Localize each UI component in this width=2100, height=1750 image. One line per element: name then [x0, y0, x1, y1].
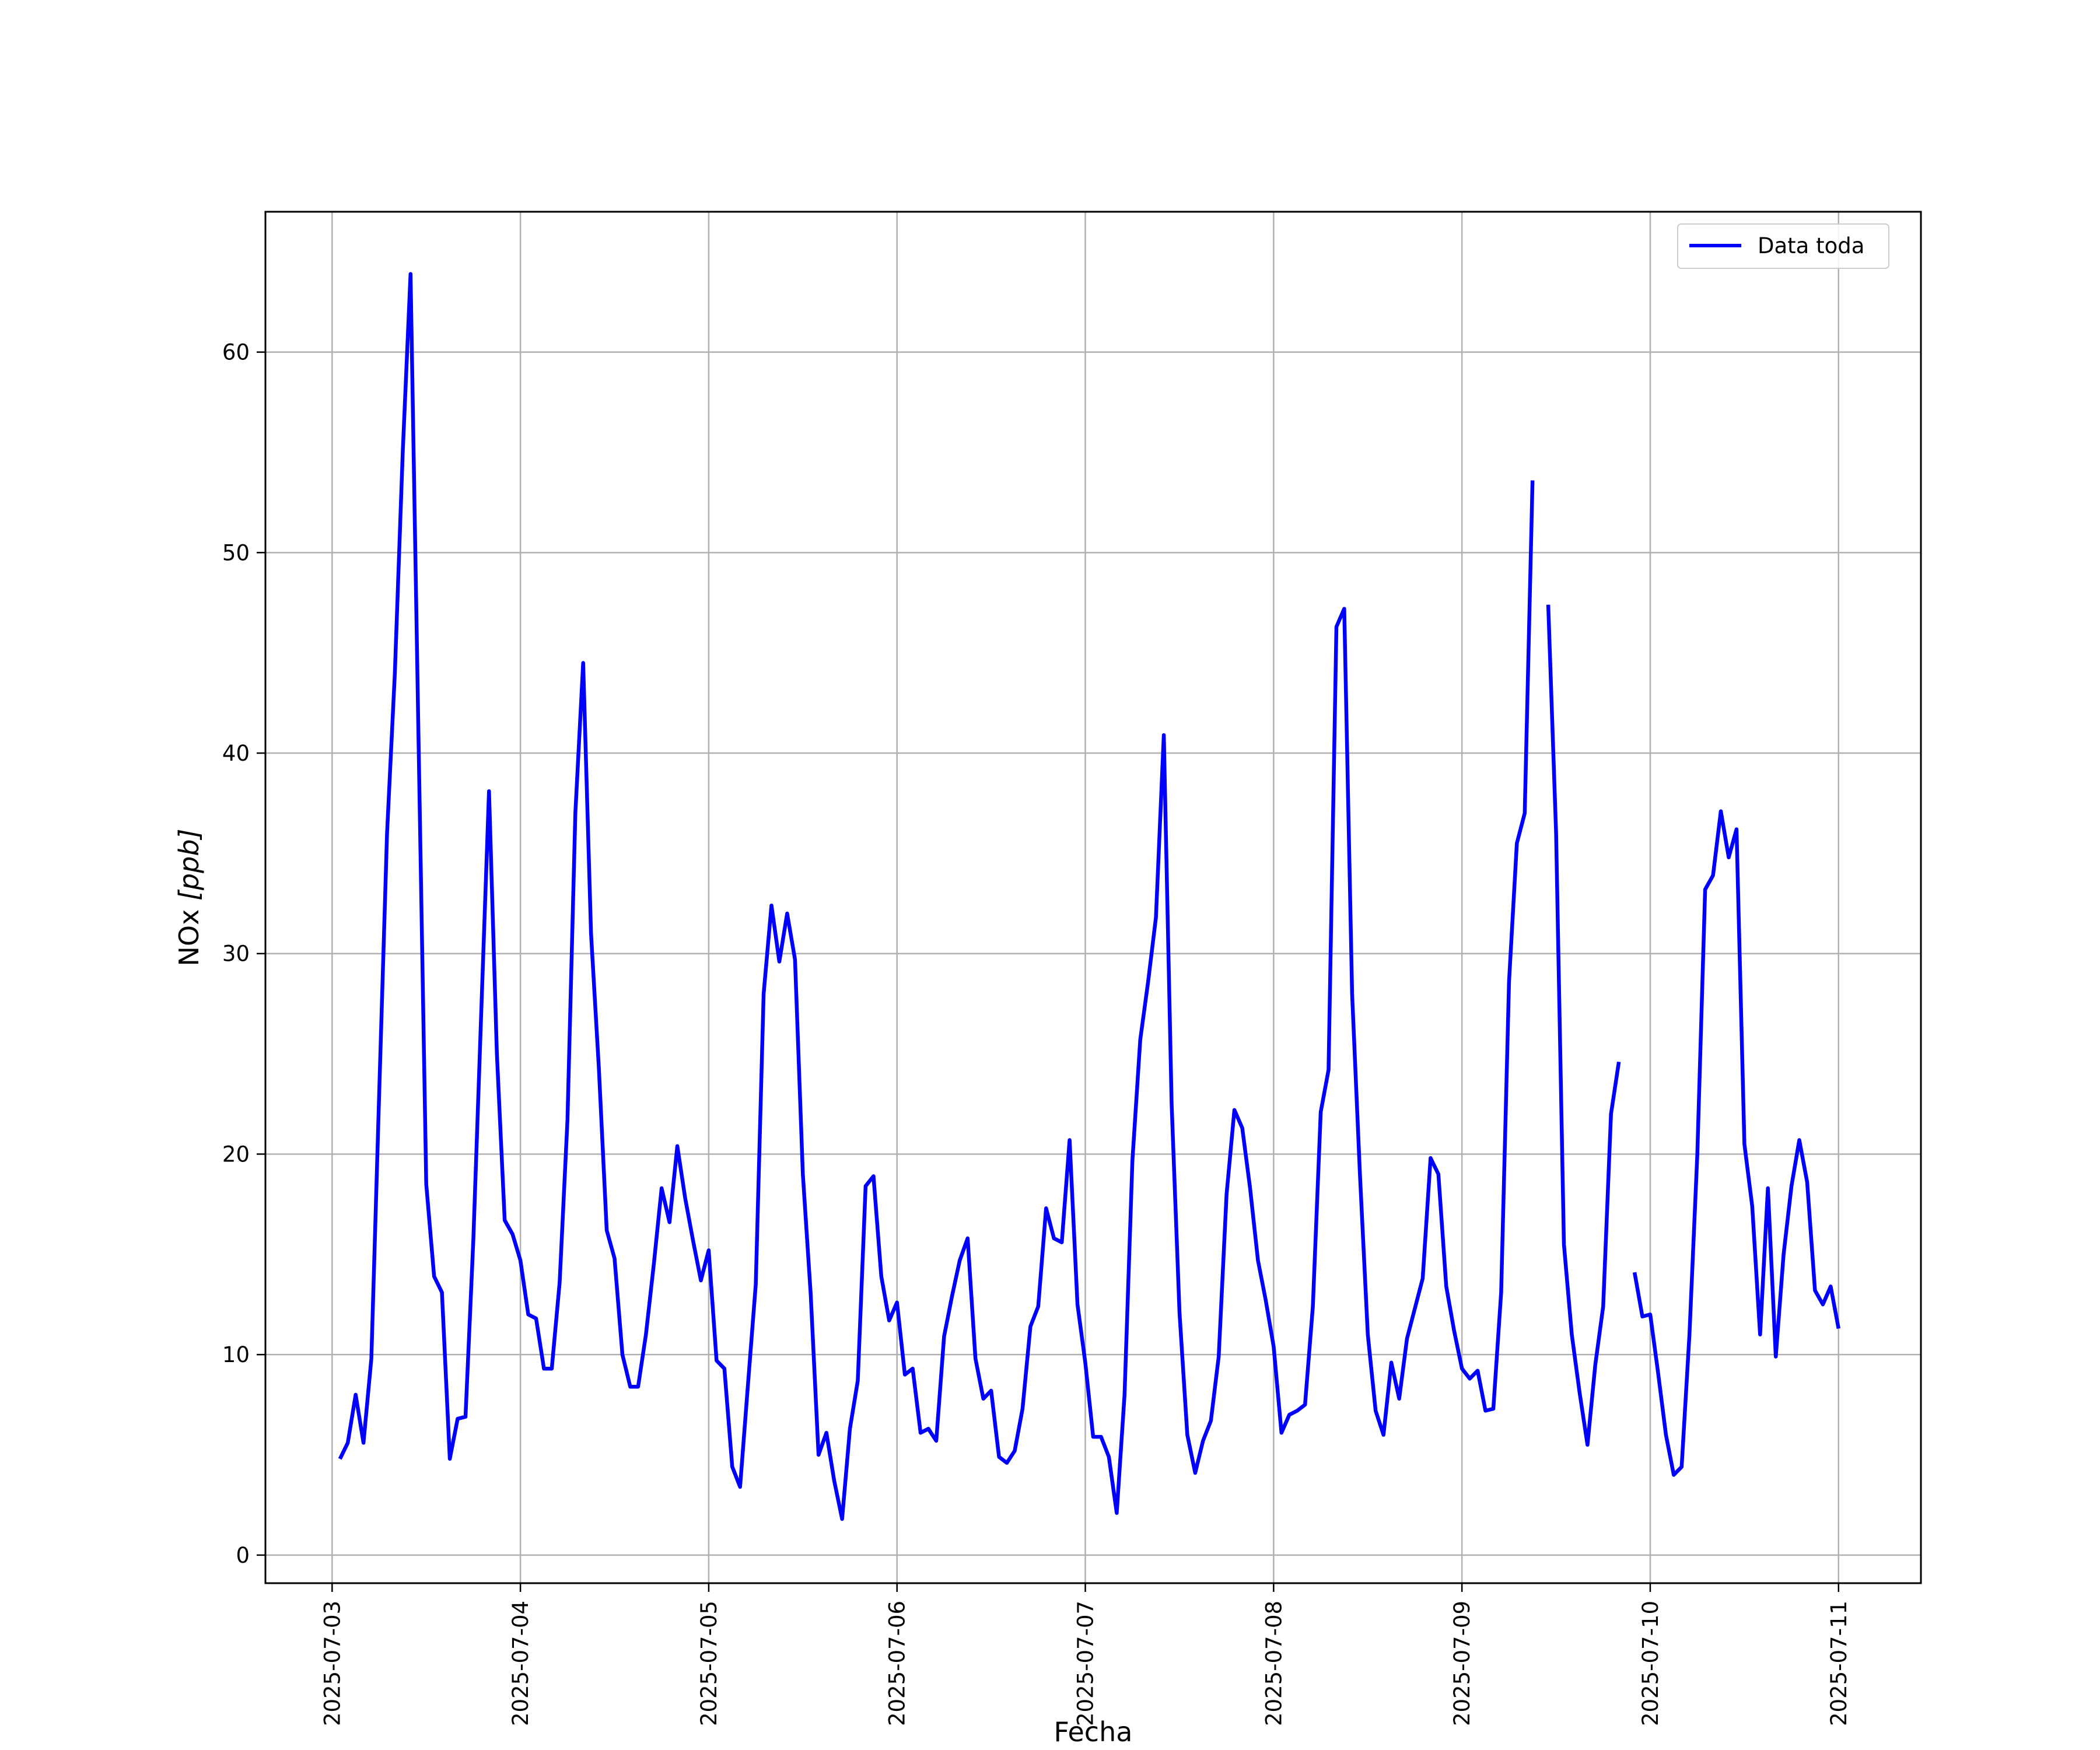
x-axis: 2025-07-03 2025-07-04 2025-07-05 2025-07-06…: [320, 1583, 1852, 1726]
legend: Data toda: [1677, 223, 1889, 269]
series-line-segment: [338, 272, 1535, 1521]
y-tick-label: 20: [222, 1142, 250, 1167]
y-axis-label: NOx [ppb]: [173, 829, 205, 967]
x-tick-label: 2025-07-07: [1073, 1601, 1098, 1726]
x-axis-label: Fecha: [1054, 1716, 1133, 1748]
x-tick-label: 2025-07-05: [696, 1601, 722, 1726]
x-tick-label: 2025-07-11: [1826, 1601, 1852, 1726]
x-tick-label: 2025-07-08: [1261, 1601, 1286, 1726]
x-tick-label: 2025-07-10: [1638, 1601, 1663, 1726]
y-tick-label: 40: [222, 741, 250, 766]
x-tick-label: 2025-07-09: [1450, 1601, 1475, 1726]
y-axis-label-main: NOx: [173, 901, 205, 966]
y-tick-label: 10: [222, 1342, 250, 1367]
series-line-segment: [1632, 809, 1840, 1477]
legend-box: [1677, 223, 1889, 269]
x-tick-label: 2025-07-03: [320, 1601, 345, 1726]
y-tick-label: 60: [222, 340, 250, 365]
grid-lines: [265, 212, 1921, 1583]
y-tick-label: 30: [222, 942, 250, 967]
legend-label: Data toda: [1758, 233, 1864, 258]
plot-frame: [264, 211, 1922, 1584]
plot-area: [338, 272, 1840, 1521]
y-tick-label: 0: [236, 1543, 250, 1568]
series-line-segment: [1546, 604, 1621, 1447]
x-tick-label: 2025-07-06: [885, 1601, 910, 1726]
x-tick-label: 2025-07-04: [508, 1601, 533, 1726]
y-tick-label: 50: [222, 540, 250, 565]
y-axis-label-unit: [ppb]: [173, 829, 205, 901]
y-axis: 0 10 20 30 40 50 60: [222, 340, 265, 1568]
